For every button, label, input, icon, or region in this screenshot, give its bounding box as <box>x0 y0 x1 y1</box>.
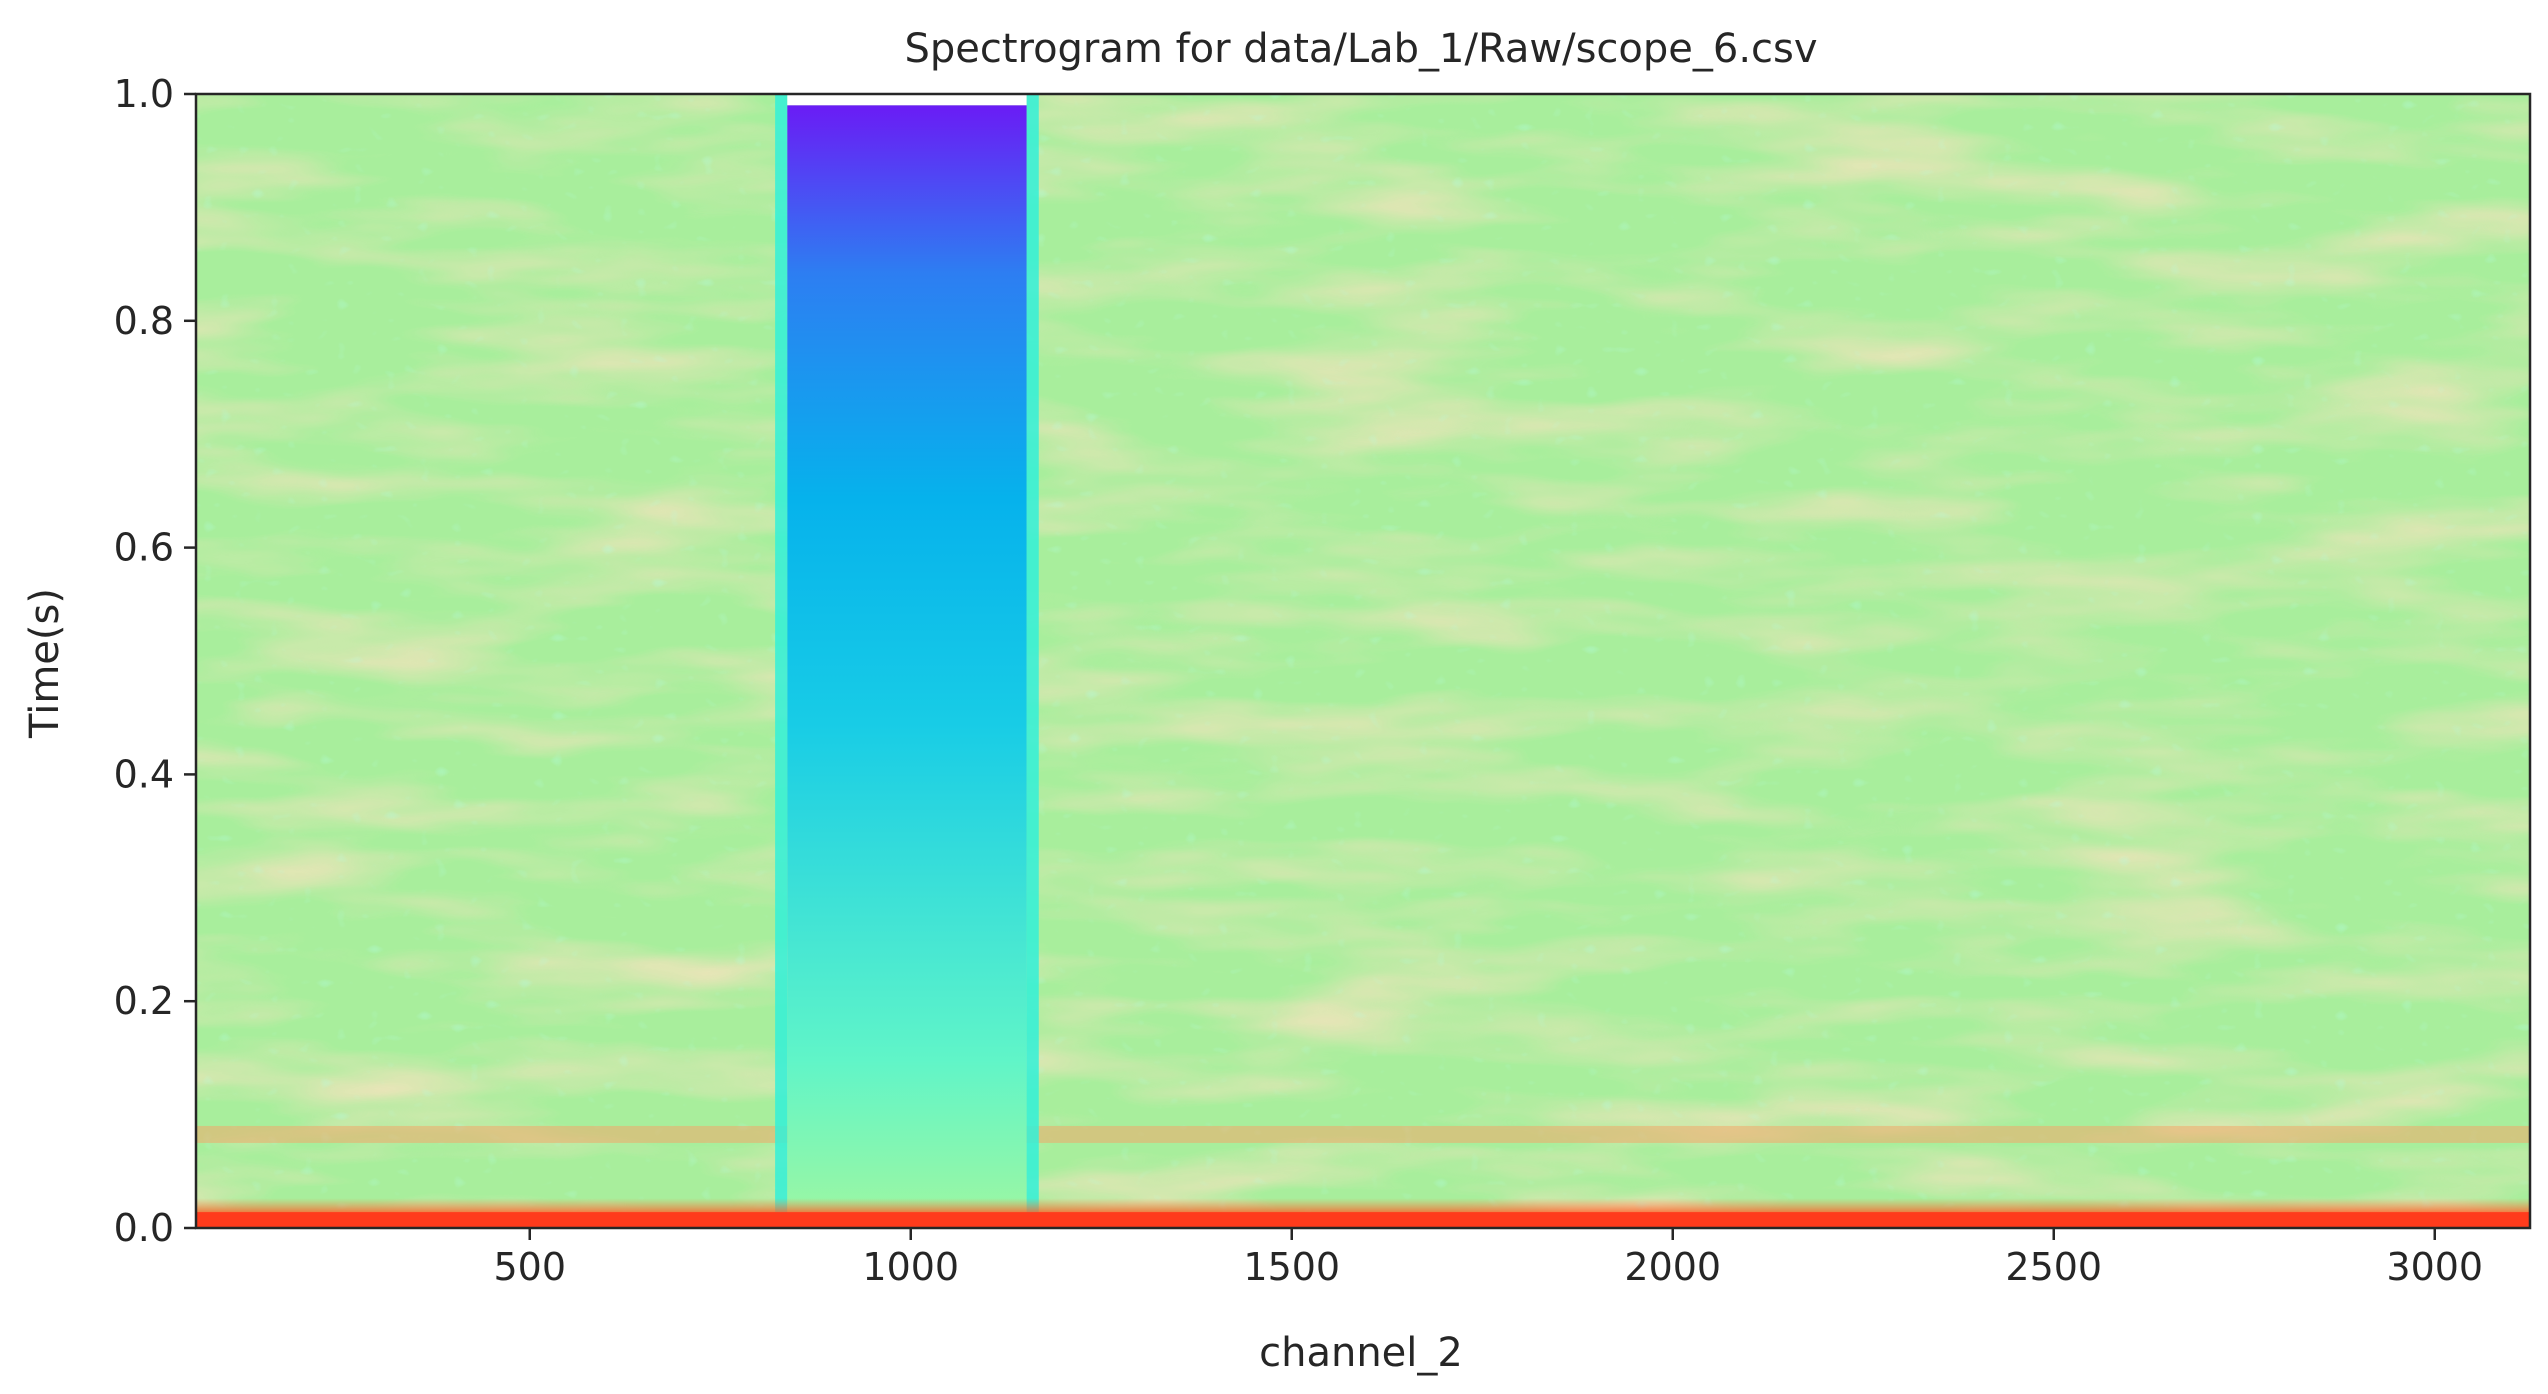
transition-edge-2 <box>1026 94 1039 1228</box>
x-tick-label: 500 <box>493 1245 566 1289</box>
heatmap-specks <box>196 94 2530 1228</box>
x-tick-label: 2000 <box>1624 1245 1721 1289</box>
bottom-hot-core <box>196 1212 2530 1228</box>
y-tick-label: 0.0 <box>114 1206 174 1250</box>
y-tick-label: 0.8 <box>114 299 174 343</box>
y-axis-ticks: 0.0 0.2 0.4 0.6 0.8 1.0 <box>114 72 196 1250</box>
y-tick-label: 0.4 <box>114 752 174 796</box>
x-tick-label: 3000 <box>2386 1245 2483 1289</box>
plot-frame <box>194 92 2532 1230</box>
y-tick-label: 0.6 <box>114 526 174 570</box>
bright-band <box>787 105 1027 1228</box>
plot-area <box>196 94 2530 1228</box>
chart-title: Spectrogram for data/Lab_1/Raw/scope_6.c… <box>904 26 1817 72</box>
x-axis-label: channel_2 <box>1259 1330 1463 1376</box>
x-tick-label: 2500 <box>2005 1245 2102 1289</box>
y-tick-label: 1.0 <box>114 72 174 116</box>
x-tick-label: 1500 <box>1243 1245 1340 1289</box>
y-axis-label: Time(s) <box>22 588 68 739</box>
warm-stripe <box>196 1125 2530 1143</box>
band-top-gap <box>787 94 1027 106</box>
x-tick-label: 1000 <box>862 1245 959 1289</box>
x-axis-ticks: 500 1000 1500 2000 2500 3000 <box>493 1228 2483 1289</box>
y-tick-label: 0.2 <box>114 979 174 1023</box>
transition-edge-1 <box>775 94 788 1228</box>
